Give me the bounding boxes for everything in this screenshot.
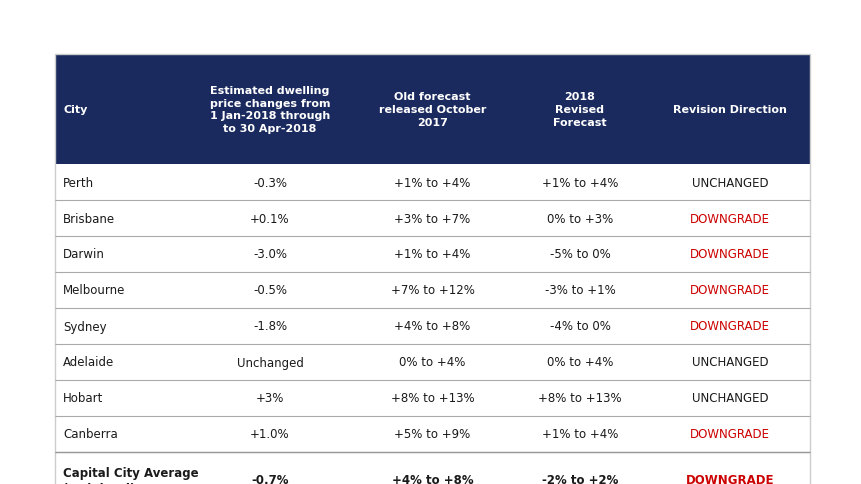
Text: Brisbane: Brisbane — [63, 212, 115, 225]
Text: Melbourne: Melbourne — [63, 284, 125, 297]
Text: -0.3%: -0.3% — [253, 176, 287, 189]
Text: DOWNGRADE: DOWNGRADE — [689, 212, 769, 225]
Text: City: City — [63, 105, 87, 115]
Text: +8% to +13%: +8% to +13% — [390, 392, 474, 405]
Text: +7% to +12%: +7% to +12% — [390, 284, 474, 297]
Text: -1.8%: -1.8% — [252, 320, 287, 333]
Text: Unchanged: Unchanged — [236, 356, 303, 369]
Text: +3%: +3% — [256, 392, 284, 405]
Text: +4% to +8%: +4% to +8% — [394, 320, 470, 333]
Text: 0% to +4%: 0% to +4% — [546, 356, 612, 369]
Text: 2018
Revised
Forecast: 2018 Revised Forecast — [553, 92, 606, 128]
Text: -4% to 0%: -4% to 0% — [549, 320, 610, 333]
Text: Capital City Average
(weighted): Capital City Average (weighted) — [63, 466, 198, 484]
Text: -3.0%: -3.0% — [253, 248, 287, 261]
Text: UNCHANGED: UNCHANGED — [691, 392, 767, 405]
Text: DOWNGRADE: DOWNGRADE — [689, 248, 769, 261]
Text: -2% to +2%: -2% to +2% — [542, 473, 617, 484]
Text: +4% to +8%: +4% to +8% — [391, 473, 473, 484]
Text: DOWNGRADE: DOWNGRADE — [689, 428, 769, 440]
Text: +1.0%: +1.0% — [250, 428, 289, 440]
Text: -0.5%: -0.5% — [253, 284, 287, 297]
Text: +1% to +4%: +1% to +4% — [542, 176, 617, 189]
Text: Adelaide: Adelaide — [63, 356, 115, 369]
Text: +0.1%: +0.1% — [250, 212, 289, 225]
Text: Canberra: Canberra — [63, 428, 118, 440]
Bar — [55, 55, 809, 165]
Text: 0% to +3%: 0% to +3% — [546, 212, 612, 225]
Text: Sydney: Sydney — [63, 320, 107, 333]
Text: 0% to +4%: 0% to +4% — [399, 356, 465, 369]
Text: +1% to +4%: +1% to +4% — [393, 248, 470, 261]
Text: DOWNGRADE: DOWNGRADE — [689, 320, 769, 333]
Text: Estimated dwelling
price changes from
1 Jan-2018 through
to 30 Apr-2018: Estimated dwelling price changes from 1 … — [209, 86, 330, 134]
Text: Perth: Perth — [63, 176, 94, 189]
Text: +1% to +4%: +1% to +4% — [393, 176, 470, 189]
Text: Old forecast
released October
2017: Old forecast released October 2017 — [378, 92, 486, 128]
Text: Revision Direction: Revision Direction — [672, 105, 786, 115]
Text: +3% to +7%: +3% to +7% — [394, 212, 470, 225]
Text: +5% to +9%: +5% to +9% — [394, 428, 470, 440]
Text: UNCHANGED: UNCHANGED — [691, 176, 767, 189]
Text: Darwin: Darwin — [63, 248, 105, 261]
Text: -0.7%: -0.7% — [251, 473, 288, 484]
Text: DOWNGRADE: DOWNGRADE — [685, 473, 773, 484]
Text: -3% to +1%: -3% to +1% — [544, 284, 615, 297]
Text: UNCHANGED: UNCHANGED — [691, 356, 767, 369]
Text: DOWNGRADE: DOWNGRADE — [689, 284, 769, 297]
Text: Hobart: Hobart — [63, 392, 103, 405]
Text: +8% to +13%: +8% to +13% — [537, 392, 621, 405]
Text: -5% to 0%: -5% to 0% — [549, 248, 610, 261]
Bar — [55, 55, 809, 484]
Text: +1% to +4%: +1% to +4% — [542, 428, 617, 440]
